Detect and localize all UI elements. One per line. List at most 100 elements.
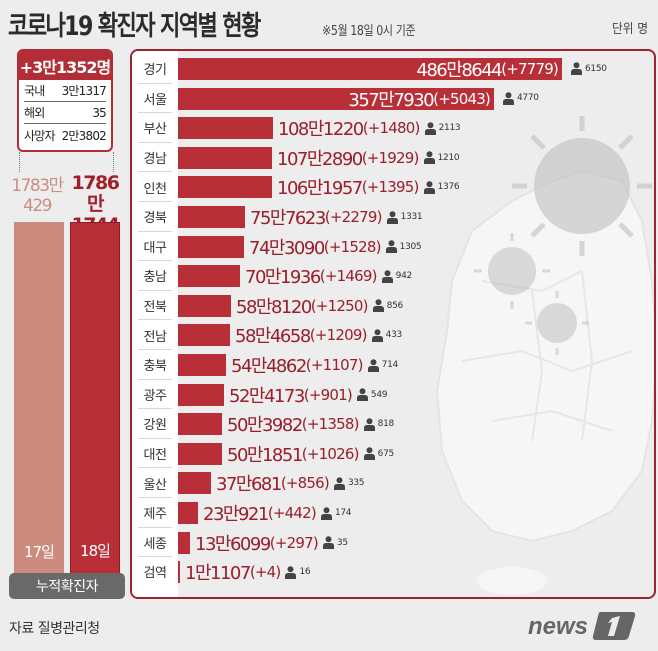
total-cases: 50만1851 (227, 444, 303, 466)
person-icon (424, 121, 436, 135)
row-divider (138, 496, 172, 498)
virus-icon-medium (474, 233, 550, 309)
region-bar (178, 87, 494, 110)
region-name: 세종 (143, 536, 167, 552)
region-row: 충남 70만1936 (+1469) 942 (132, 261, 654, 291)
region-value: 37만681 (+856) 335 (216, 470, 365, 496)
region-value: 1만1107 (+4) 16 (185, 559, 311, 585)
total-cases: 54만4862 (231, 356, 307, 377)
person-icon (385, 240, 397, 254)
new-cases: (+2279) (324, 208, 383, 226)
row-divider (138, 526, 172, 528)
region-name: 경남 (143, 152, 167, 168)
region-bar (178, 413, 222, 436)
region-name: 전남 (143, 329, 167, 345)
total-cases: 13만6099 (195, 533, 271, 555)
death-count: 818 (363, 417, 394, 431)
death-count-value: 335 (347, 478, 365, 489)
person-icon (367, 358, 379, 372)
day-label: 18일 (80, 542, 111, 560)
new-cases: (+4) (249, 563, 281, 582)
region-name: 경기 (143, 63, 167, 79)
new-cases: (+1929) (361, 148, 420, 167)
summary-row-domestic: 국내 3만1317 (24, 80, 107, 102)
total-cases: 486만8644 (416, 60, 502, 81)
region-bar (178, 383, 224, 406)
person-icon (381, 269, 393, 283)
death-count-value: 675 (377, 448, 395, 459)
death-count-value: 714 (381, 360, 399, 370)
row-divider (138, 556, 172, 558)
cumulative-bar-cur: 18일 (70, 222, 120, 574)
region-row: 서울 357만7930 (+5043) 4770 (132, 84, 654, 114)
total-cases: 58만8120 (236, 296, 312, 318)
death-count-value: 4770 (517, 93, 539, 104)
region-value: 70만1936 (+1469) 942 (245, 263, 412, 289)
region-bar (178, 354, 226, 376)
total-cases: 75만7623 (250, 208, 326, 229)
cumulative-prev-value: 1783만 429 (10, 176, 64, 216)
total-cases: 37만681 (216, 474, 282, 496)
person-icon (356, 388, 368, 402)
new-cases: (+1107) (305, 356, 364, 374)
new-cases: (+1480) (362, 119, 421, 138)
person-icon (363, 417, 375, 431)
person-icon (333, 477, 345, 490)
region-value: 54만4862 (+1107) 714 (231, 352, 398, 378)
region-value: 50만1851 (+1026) 675 (227, 441, 394, 467)
region-name: 검역 (143, 566, 167, 582)
row-divider (138, 260, 172, 262)
person-icon (571, 62, 582, 75)
new-cases: (+1469) (319, 267, 378, 286)
region-bar (178, 294, 231, 317)
new-cases: (+1358) (301, 415, 360, 434)
region-row: 전남 58만4658 (+1209) 433 (132, 320, 654, 350)
new-cases: (+297) (269, 533, 319, 552)
new-cases: (+1209) (309, 326, 368, 345)
death-count-value: 1210 (437, 152, 460, 163)
cum-cur-line1: 1786만 (71, 172, 120, 215)
region-bar (178, 561, 180, 584)
region-bar (178, 58, 562, 80)
virus-icon-large (512, 116, 652, 256)
death-count-value: 433 (385, 330, 403, 341)
region-name: 광주 (143, 388, 167, 404)
region-value: 486만8644 (+7779) (178, 56, 558, 82)
region-bar (178, 531, 190, 554)
death-count-value: 1376 (437, 182, 460, 193)
death-count-value: 549 (370, 389, 388, 400)
total-cases: 108만1220 (278, 119, 364, 141)
death-count: 2113 (424, 121, 461, 135)
summary-value: 35 (92, 105, 106, 120)
death-count: 675 (363, 447, 395, 461)
death-count: 714 (367, 358, 399, 372)
new-cases: (+442) (267, 504, 317, 522)
korea-map-illustration (435, 116, 654, 595)
region-bar (178, 176, 272, 199)
region-name: 대구 (143, 240, 167, 256)
cum-prev-line2: 429 (23, 196, 52, 216)
region-bar (178, 206, 245, 228)
total-cases: 357만7930 (348, 89, 434, 111)
region-row: 부산 108만1220 (+1480) 2113 (132, 113, 654, 143)
summary-value: 3만1317 (61, 84, 107, 98)
new-cases: (+1026) (301, 444, 360, 463)
region-name: 충북 (143, 359, 167, 375)
region-value: 75만7623 (+2279) 1331 (250, 204, 423, 230)
person-icon (423, 181, 435, 194)
regional-chart-panel: 경기 486만8644 (+7779) 6150 서울 357만7930 (+5043) 47… (130, 49, 656, 599)
region-name: 인천 (143, 181, 167, 197)
new-cases: (+5043) (433, 89, 491, 108)
summary-row-deaths: 사망자 2만3802 (24, 124, 107, 146)
region-row: 경북 75만7623 (+2279) 1331 (132, 202, 654, 232)
region-row: 대전 50만1851 (+1026) 675 (132, 439, 654, 469)
summary-label: 사망자 (24, 128, 56, 143)
new-cases: (+7779) (501, 60, 559, 78)
region-row: 대구 74만3090 (+1528) 1305 (132, 232, 654, 262)
death-count-value: 942 (395, 271, 413, 282)
date-note: ※5월 18일 0시 기준 (322, 24, 416, 39)
cum-prev-line1: 1783만 (11, 176, 64, 196)
row-divider (138, 82, 172, 84)
death-count-value: 1305 (399, 241, 422, 252)
row-divider (138, 348, 172, 350)
